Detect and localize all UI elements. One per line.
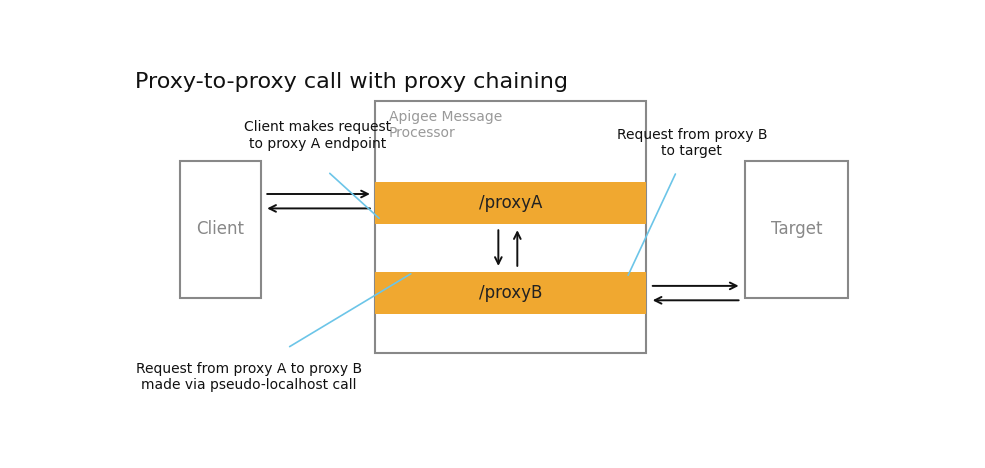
Text: Apigee Message
Processor: Apigee Message Processor (389, 110, 502, 140)
Bar (746, 161, 848, 298)
Bar (375, 101, 646, 353)
Text: Client makes request
to proxy A endpoint: Client makes request to proxy A endpoint (244, 120, 391, 151)
Text: Client: Client (196, 220, 244, 238)
Bar (375, 182, 646, 224)
Text: /proxyA: /proxyA (479, 194, 542, 212)
Text: Target: Target (771, 220, 822, 238)
Bar (180, 161, 261, 298)
Text: Proxy-to-proxy call with proxy chaining: Proxy-to-proxy call with proxy chaining (135, 73, 567, 92)
Bar (375, 272, 646, 314)
Text: /proxyB: /proxyB (479, 284, 542, 302)
Text: Request from proxy B
to target: Request from proxy B to target (617, 128, 767, 158)
Text: Request from proxy A to proxy B
made via pseudo-localhost call: Request from proxy A to proxy B made via… (136, 362, 362, 392)
